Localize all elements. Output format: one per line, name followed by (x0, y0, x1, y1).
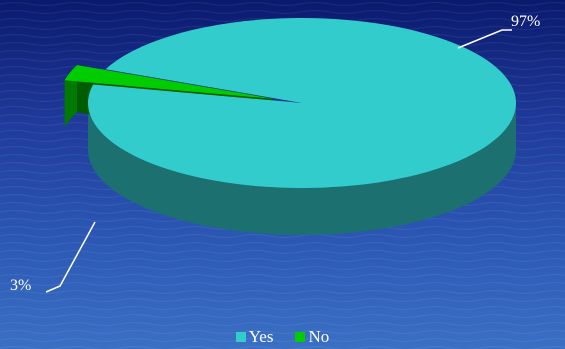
leader-line-yes (457, 29, 512, 49)
legend: Yes No (0, 326, 565, 348)
slice-yes (88, 17, 517, 189)
legend-swatch-no (295, 332, 306, 342)
slice-no (64, 65, 274, 99)
legend-label-no: No (308, 327, 330, 346)
legend-label-yes: Yes (248, 327, 274, 346)
legend-item-yes: Yes (235, 327, 274, 347)
leader-line-no (45, 221, 96, 293)
legend-item-no: No (295, 327, 329, 347)
data-label-no: 3% (10, 277, 31, 294)
slice-yes-side (88, 103, 516, 235)
legend-swatch-yes (235, 332, 246, 342)
data-label-yes: 97% (511, 13, 540, 30)
